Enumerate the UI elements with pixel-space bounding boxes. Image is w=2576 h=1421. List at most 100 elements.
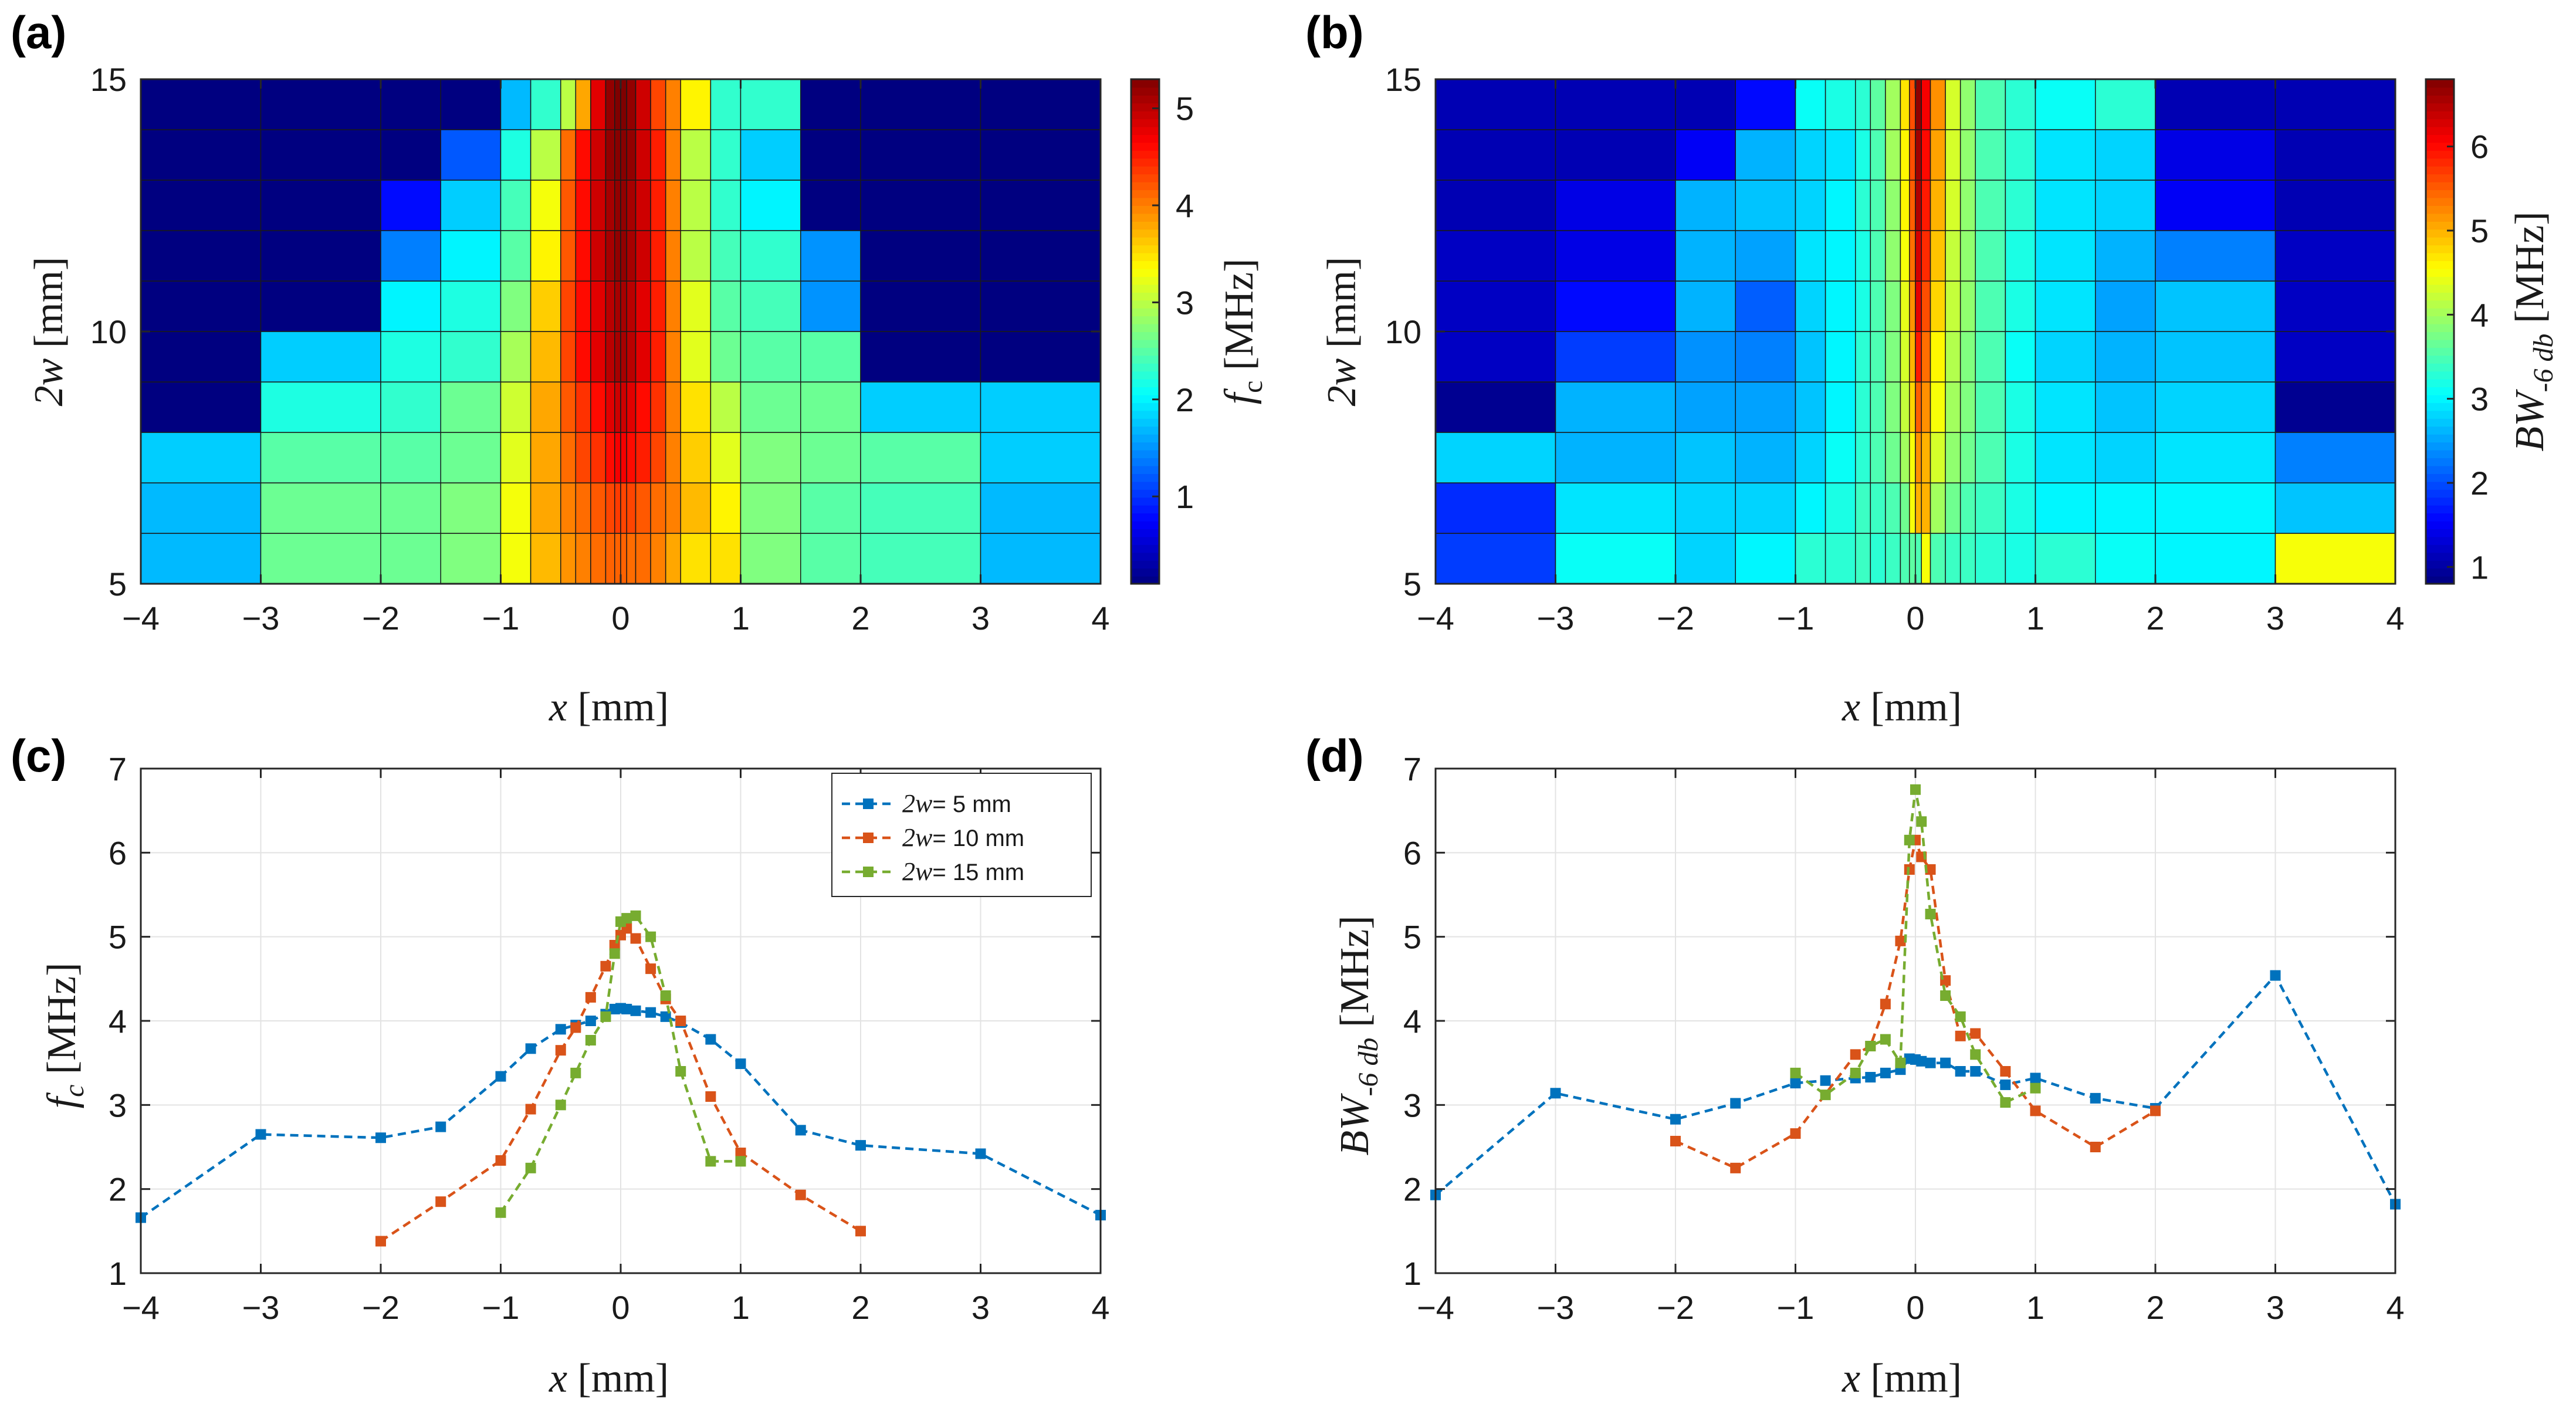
heatmap-cell bbox=[560, 331, 577, 383]
heatmap-cell bbox=[620, 79, 627, 130]
colorbar-segment bbox=[2426, 426, 2454, 435]
heatmap-cell bbox=[590, 280, 607, 332]
heatmap-cell bbox=[1921, 280, 1931, 332]
panel-c-legend: 2w= 5 mm 2w= 10 mm 2w= 15 mm bbox=[831, 773, 1092, 897]
heatmap-cell bbox=[1435, 79, 1556, 130]
colorbar-segment bbox=[2426, 418, 2454, 427]
heatmap-cell bbox=[2005, 533, 2036, 584]
heatmap-cell bbox=[665, 280, 681, 332]
heatmap-cell bbox=[860, 482, 981, 534]
heatmap-cell bbox=[860, 381, 981, 433]
heatmap-cell bbox=[575, 230, 591, 282]
series-0-point bbox=[1955, 1066, 1966, 1077]
heatmap-cell bbox=[800, 129, 861, 181]
colorbar-segment bbox=[1131, 158, 1159, 167]
heatmap-cell bbox=[260, 79, 381, 130]
heatmap-cell bbox=[2274, 230, 2396, 282]
colorbar-segment bbox=[1131, 174, 1159, 182]
heatmap-cell bbox=[1915, 331, 1922, 383]
heatmap-cell bbox=[800, 482, 861, 534]
heatmap-cell bbox=[1795, 482, 1826, 534]
heatmap-cell bbox=[590, 79, 607, 130]
heatmap-cell bbox=[1900, 331, 1910, 383]
colorbar-segment bbox=[2426, 245, 2454, 253]
panel-d-line-chart: (d) −4 −3 −2 −1 0 1 2 3 4 1 2 3 4 5 6 7 x [mm] BW-6 db… bbox=[1305, 730, 2405, 1401]
y-tick-label: 7 bbox=[1403, 750, 1421, 787]
heatmap-cell bbox=[1945, 381, 1961, 433]
x-tick-label: 3 bbox=[971, 1289, 990, 1326]
heatmap-cell bbox=[1870, 432, 1886, 483]
series-2-point bbox=[1895, 1057, 1906, 1068]
heatmap-cell bbox=[800, 432, 861, 483]
panel-c-x-label: x [mm] bbox=[549, 1356, 669, 1401]
heatmap-cell bbox=[710, 482, 742, 534]
heatmap-cell bbox=[1824, 180, 1856, 231]
heatmap-cell bbox=[635, 129, 651, 181]
colorbar-segment bbox=[2426, 394, 2454, 403]
colorbar-segment bbox=[2426, 103, 2454, 111]
series-0-point bbox=[2090, 1092, 2101, 1104]
svg-text:2w= 5 mm: 2w= 5 mm bbox=[902, 789, 1011, 818]
heatmap-cell bbox=[140, 79, 262, 130]
heatmap-cell bbox=[1824, 381, 1856, 433]
colorbar-segment bbox=[1131, 394, 1159, 403]
y-tick-label: 3 bbox=[1403, 1087, 1421, 1124]
series-0-point bbox=[1970, 1066, 1981, 1077]
colorbar-segment bbox=[2426, 449, 2454, 458]
colorbar-segment bbox=[1131, 268, 1159, 277]
series-2-point bbox=[705, 1156, 716, 1167]
heatmap-cell bbox=[1735, 180, 1796, 231]
heatmap-cell bbox=[800, 381, 861, 433]
x-tick-label: 1 bbox=[2026, 1289, 2044, 1326]
heatmap-cell bbox=[1735, 432, 1796, 483]
heatmap-cell bbox=[1795, 533, 1826, 584]
heatmap-cell bbox=[575, 331, 591, 383]
heatmap-cell bbox=[680, 381, 712, 433]
heatmap-cell bbox=[440, 331, 502, 383]
colorbar-segment bbox=[2426, 465, 2454, 474]
heatmap-cell bbox=[560, 432, 577, 483]
heatmap-cell bbox=[260, 533, 381, 584]
heatmap-cell bbox=[650, 482, 666, 534]
heatmap-cell bbox=[1945, 482, 1961, 534]
heatmap-cell bbox=[140, 230, 262, 282]
heatmap-cell bbox=[1930, 533, 1946, 584]
heatmap-cell bbox=[1975, 79, 2006, 130]
series-0-point bbox=[735, 1058, 746, 1070]
colorbar-segment bbox=[1131, 576, 1159, 584]
heatmap-cell bbox=[1824, 432, 1856, 483]
heatmap-cell bbox=[665, 129, 681, 181]
colorbar-segment bbox=[2426, 213, 2454, 222]
heatmap-cell bbox=[860, 331, 981, 383]
x-tick-label: 2 bbox=[851, 600, 869, 637]
heatmap-cell bbox=[1824, 230, 1856, 282]
heatmap-cell bbox=[1945, 533, 1961, 584]
colorbar-segment bbox=[1131, 300, 1159, 309]
series-2-point bbox=[645, 931, 656, 942]
heatmap-cell bbox=[665, 432, 681, 483]
svg-text:2w= 15 mm: 2w= 15 mm bbox=[902, 857, 1024, 886]
colorbar-segment bbox=[1131, 497, 1159, 506]
colorbar-segment bbox=[2426, 355, 2454, 364]
heatmap-cell bbox=[1909, 432, 1916, 483]
heatmap-cell bbox=[1915, 482, 1922, 534]
heatmap-cell bbox=[530, 129, 561, 181]
heatmap-cell bbox=[1975, 432, 2006, 483]
heatmap-cell bbox=[1909, 129, 1916, 181]
heatmap-cell bbox=[500, 482, 532, 534]
heatmap-cell bbox=[1909, 381, 1916, 433]
heatmap-cell bbox=[1959, 533, 1976, 584]
heatmap-cell bbox=[1885, 230, 1901, 282]
colorbar-segment bbox=[1131, 371, 1159, 380]
panel-a-label: (a) bbox=[11, 6, 66, 58]
legend-entry-1: 2w= 10 mm bbox=[842, 823, 1024, 852]
colorbar-tick-label: 5 bbox=[2470, 212, 2489, 249]
y-tick-label: 5 bbox=[109, 566, 127, 603]
colorbar-segment bbox=[1131, 292, 1159, 301]
heatmap-cell bbox=[1885, 482, 1901, 534]
panel-d-label: (d) bbox=[1305, 730, 1364, 781]
heatmap-cell bbox=[1921, 331, 1931, 383]
colorbar-tick-label: 5 bbox=[1176, 90, 1194, 127]
colorbar-segment bbox=[2426, 497, 2454, 506]
heatmap-cell bbox=[800, 280, 861, 332]
